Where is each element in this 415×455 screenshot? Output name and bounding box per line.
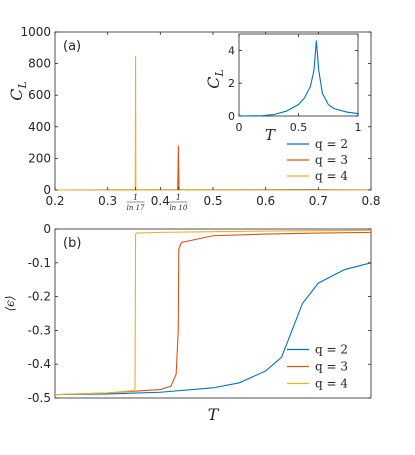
inset-y-tick-label: 0	[228, 110, 235, 123]
panel-a-label: (a)	[63, 39, 81, 54]
panel-a-y-tick-label: 400	[28, 120, 51, 134]
panel-b-y-tick-label: -0.1	[28, 256, 51, 270]
inset-x-tick-label: 1	[355, 121, 362, 134]
panel-b-series-line-3	[54, 229, 372, 396]
inset-xlabel: T	[265, 126, 276, 144]
panel-a-special-tick-numerator: 1	[133, 193, 138, 202]
panel-b-axes-box	[54, 228, 372, 399]
panel-a-y-tick-label: 1000	[20, 25, 51, 39]
panel-a-legend-label: q = 4	[315, 169, 348, 183]
inset-x-tick-label: 0.5	[290, 121, 308, 134]
panel-b-series-line-2	[54, 231, 372, 396]
panel-a-x-tick-label: 0.2	[45, 194, 64, 208]
panel-a-y-tick-label: 800	[28, 57, 51, 71]
panel-b-legend: q = 2 q = 3 q = 4	[287, 343, 348, 391]
panel-a-legend-label: q = 2	[315, 137, 348, 151]
panel-b-legend-label: q = 4	[315, 377, 348, 391]
panel-a-x-tick-label: 0.5	[203, 194, 222, 208]
inset-y-tick-label: 2	[228, 77, 235, 90]
panel-b-y-tick-label: -0.5	[28, 391, 51, 405]
panel-a-special-tick-denominator: ln 10	[169, 204, 187, 212]
panel-b-y-tick-label: -0.2	[28, 290, 51, 304]
panel-b-y-tick-label: -0.4	[28, 357, 51, 371]
panel-a-ylabel: CL	[7, 81, 29, 101]
panel-a-y-tick-label: 600	[28, 88, 51, 102]
panel-a-x-tick-label: 0.4	[151, 194, 170, 208]
panel-a-legend: q = 2 q = 3 q = 4	[287, 137, 348, 183]
panel-b-xlabel: T	[208, 405, 220, 424]
panel-a-special-tick-numerator: 1	[176, 193, 181, 202]
panel-b-legend-label: q = 2	[315, 343, 348, 357]
panel-a-series-line-3	[54, 55, 372, 191]
panel-a-y-tick-label: 200	[28, 151, 51, 165]
panel-a-x-tick-label: 0.6	[256, 194, 275, 208]
inset-y-tick-label: 4	[228, 44, 235, 57]
panel-a-legend-label: q = 3	[315, 153, 348, 167]
panel-b-y-tick-label: -0.3	[28, 323, 51, 337]
panel-a-x-tick-label: 0.3	[98, 194, 117, 208]
panel-a-y-tick-label: 0	[43, 183, 51, 197]
panel-b-label: (b)	[63, 236, 81, 251]
panel-b: 0-0.1-0.2-0.3-0.4-0.5(b)T⟨ϵ⟩q = 2q = 3q …	[3, 222, 372, 424]
panel-b-legend-label: q = 3	[315, 360, 348, 374]
inset-ylabel-subscript: L	[213, 69, 226, 77]
panel-b-series-line-1	[54, 262, 372, 396]
inset-axes-box	[238, 33, 359, 117]
inset-series-line-1	[238, 40, 359, 117]
panel-b-y-tick-label: 0	[43, 222, 51, 236]
panel-a-ylabel-subscript: L	[16, 81, 29, 89]
panel-a-x-tick-label: 0.8	[361, 194, 380, 208]
panel-a-x-tick-label: 0.7	[309, 194, 328, 208]
panel-a-special-tick-denominator: ln 17	[127, 204, 145, 212]
panel-b-ylabel: ⟨ϵ⟩	[3, 295, 17, 311]
inset-x-tick-label: 0	[236, 121, 243, 134]
